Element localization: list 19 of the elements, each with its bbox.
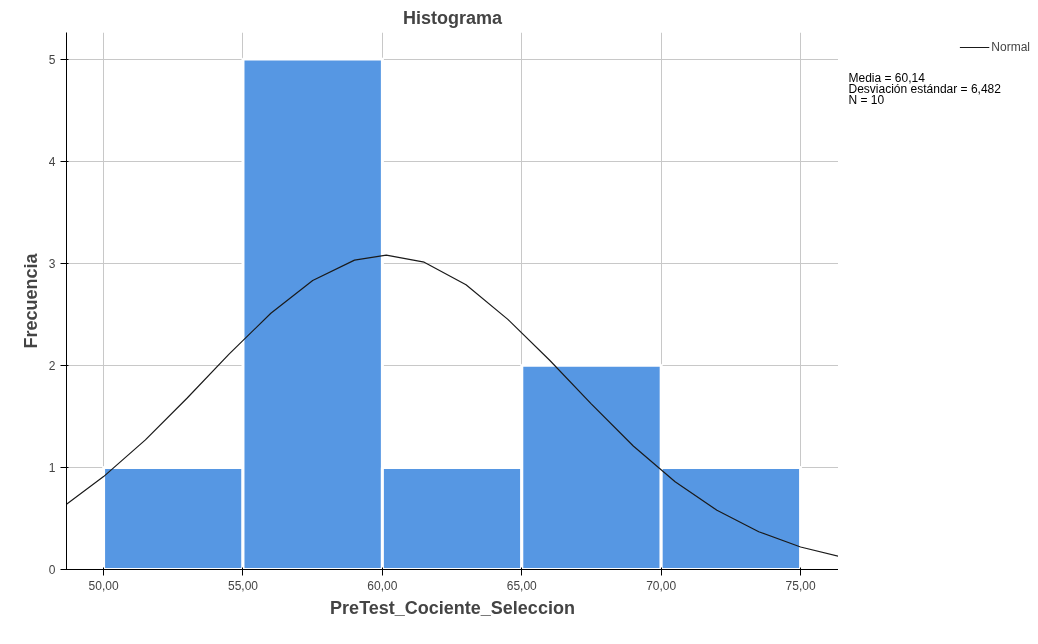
line-series <box>66 254 838 557</box>
x-tick-label: 60,00 <box>367 578 398 593</box>
text: N = 10 <box>848 93 885 108</box>
y-tick-label: 5 <box>48 52 56 67</box>
y-axis-title: Frecuencia <box>20 252 41 349</box>
y-tick-label: 4 <box>48 154 56 169</box>
x-tick-label: 50,00 <box>88 578 119 593</box>
x-tick-label: 75,00 <box>785 578 816 593</box>
x-tick-label: 70,00 <box>646 578 677 593</box>
legend-label: Normal <box>991 40 1030 54</box>
y-tick-label: 0 <box>48 563 56 577</box>
x-axis-title: PreTest_Cociente_Seleccion <box>330 597 575 618</box>
x-tick-label: 55,00 <box>227 578 259 593</box>
x-tick-label: 65,00 <box>506 578 538 593</box>
text: Media = 60,14 <box>848 70 926 85</box>
y-tick-label: 3 <box>48 256 56 271</box>
y-tick-label: 2 <box>48 358 56 373</box>
y-tick-label: 1 <box>48 460 56 475</box>
chart-title: Histograma <box>402 7 503 28</box>
